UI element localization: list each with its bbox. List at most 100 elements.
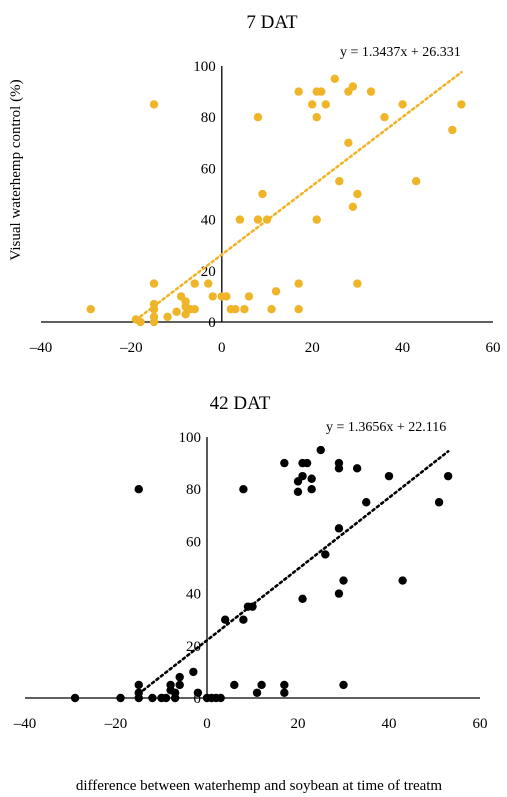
data-point xyxy=(190,305,199,314)
data-point xyxy=(216,693,225,703)
data-point xyxy=(244,292,254,301)
data-point xyxy=(334,458,344,468)
data-point xyxy=(267,305,276,314)
x-tick-label: 20 xyxy=(305,340,320,356)
data-point xyxy=(172,307,181,316)
data-point xyxy=(163,312,172,322)
trendline xyxy=(142,450,450,692)
data-point xyxy=(334,524,344,533)
data-point xyxy=(380,113,389,122)
data-point xyxy=(384,471,394,481)
data-point xyxy=(136,317,145,327)
data-point xyxy=(190,279,199,288)
data-point xyxy=(86,305,95,314)
data-point xyxy=(222,292,231,301)
x-tick-label: 40 xyxy=(395,340,410,356)
x-tick-label: 0 xyxy=(218,340,226,356)
data-point xyxy=(353,279,362,288)
data-point xyxy=(204,279,213,288)
data-point xyxy=(298,594,307,604)
data-point xyxy=(411,177,421,186)
data-point xyxy=(280,688,289,697)
y-tick-label: 80 xyxy=(186,482,201,498)
x-tick-label: 40 xyxy=(382,716,397,732)
data-point xyxy=(294,279,303,288)
data-point xyxy=(258,189,267,199)
panel-title: 7 DAT xyxy=(246,12,298,33)
data-point xyxy=(134,693,143,703)
data-point xyxy=(271,287,281,296)
data-point xyxy=(457,100,466,109)
data-point xyxy=(262,215,272,224)
x-tick-label: –40 xyxy=(29,340,53,356)
data-point xyxy=(239,485,248,494)
panel-42-dat: 42 DAT y = 1.3656x + 22.116 –40 –20 0 20 40 6… xyxy=(13,393,488,732)
x-tick-label: –20 xyxy=(119,340,143,356)
data-point xyxy=(307,485,316,494)
data-point xyxy=(312,113,321,122)
data-point xyxy=(312,215,321,224)
data-point xyxy=(339,576,348,585)
data-point xyxy=(231,305,240,314)
data-point xyxy=(348,202,358,211)
y-axis-label: Visual waterhemp control (%) xyxy=(8,79,24,260)
data-point xyxy=(398,576,407,585)
data-point xyxy=(339,680,348,690)
data-point xyxy=(170,688,180,697)
data-point xyxy=(240,305,249,314)
y-tick-label: 80 xyxy=(201,110,216,126)
y-tick-label: 40 xyxy=(186,587,201,603)
data-point xyxy=(230,680,239,690)
x-tick-label: 20 xyxy=(291,716,306,732)
trendline-equation: y = 1.3656x + 22.116 xyxy=(326,420,446,435)
data-point xyxy=(302,458,312,468)
data-point xyxy=(334,589,344,598)
data-point xyxy=(239,615,248,624)
data-point xyxy=(398,100,407,109)
data-point xyxy=(330,74,339,84)
data-points xyxy=(86,74,466,327)
y-tick-label: 0 xyxy=(208,315,216,331)
data-point xyxy=(221,615,230,624)
data-point xyxy=(134,680,143,690)
data-point xyxy=(70,693,80,703)
data-point xyxy=(280,458,289,468)
data-point xyxy=(235,215,245,224)
data-point xyxy=(193,688,203,697)
y-tick-label: 100 xyxy=(179,430,202,446)
data-point xyxy=(298,471,307,481)
y-tick-label: 40 xyxy=(201,213,216,229)
data-point xyxy=(253,113,263,122)
data-point xyxy=(321,550,330,559)
x-tick-label: –20 xyxy=(104,716,128,732)
data-point xyxy=(149,279,159,288)
y-tick-label: 60 xyxy=(186,534,201,550)
data-point xyxy=(348,82,358,91)
trendline-equation: y = 1.3437x + 26.331 xyxy=(340,45,461,60)
y-tick-label: 20 xyxy=(186,639,201,655)
data-point xyxy=(252,688,262,697)
data-point xyxy=(161,693,171,703)
data-point xyxy=(335,177,344,186)
data-point xyxy=(116,693,125,703)
x-tick-label: –40 xyxy=(13,716,37,732)
data-point xyxy=(175,672,184,682)
data-point xyxy=(149,317,159,327)
panel-title: 42 DAT xyxy=(210,393,271,414)
data-point xyxy=(208,292,217,301)
data-point xyxy=(353,189,362,199)
data-point xyxy=(248,602,257,611)
trendline-line xyxy=(142,450,450,692)
data-point xyxy=(149,305,159,314)
y-tick-label: 60 xyxy=(201,161,216,177)
x-tick-label: 60 xyxy=(473,716,488,732)
data-point xyxy=(294,305,303,314)
y-tick-label: 0 xyxy=(194,691,202,707)
data-point xyxy=(443,471,453,481)
data-point xyxy=(362,498,371,507)
x-tick-label: 60 xyxy=(486,340,501,356)
data-point xyxy=(294,87,303,96)
